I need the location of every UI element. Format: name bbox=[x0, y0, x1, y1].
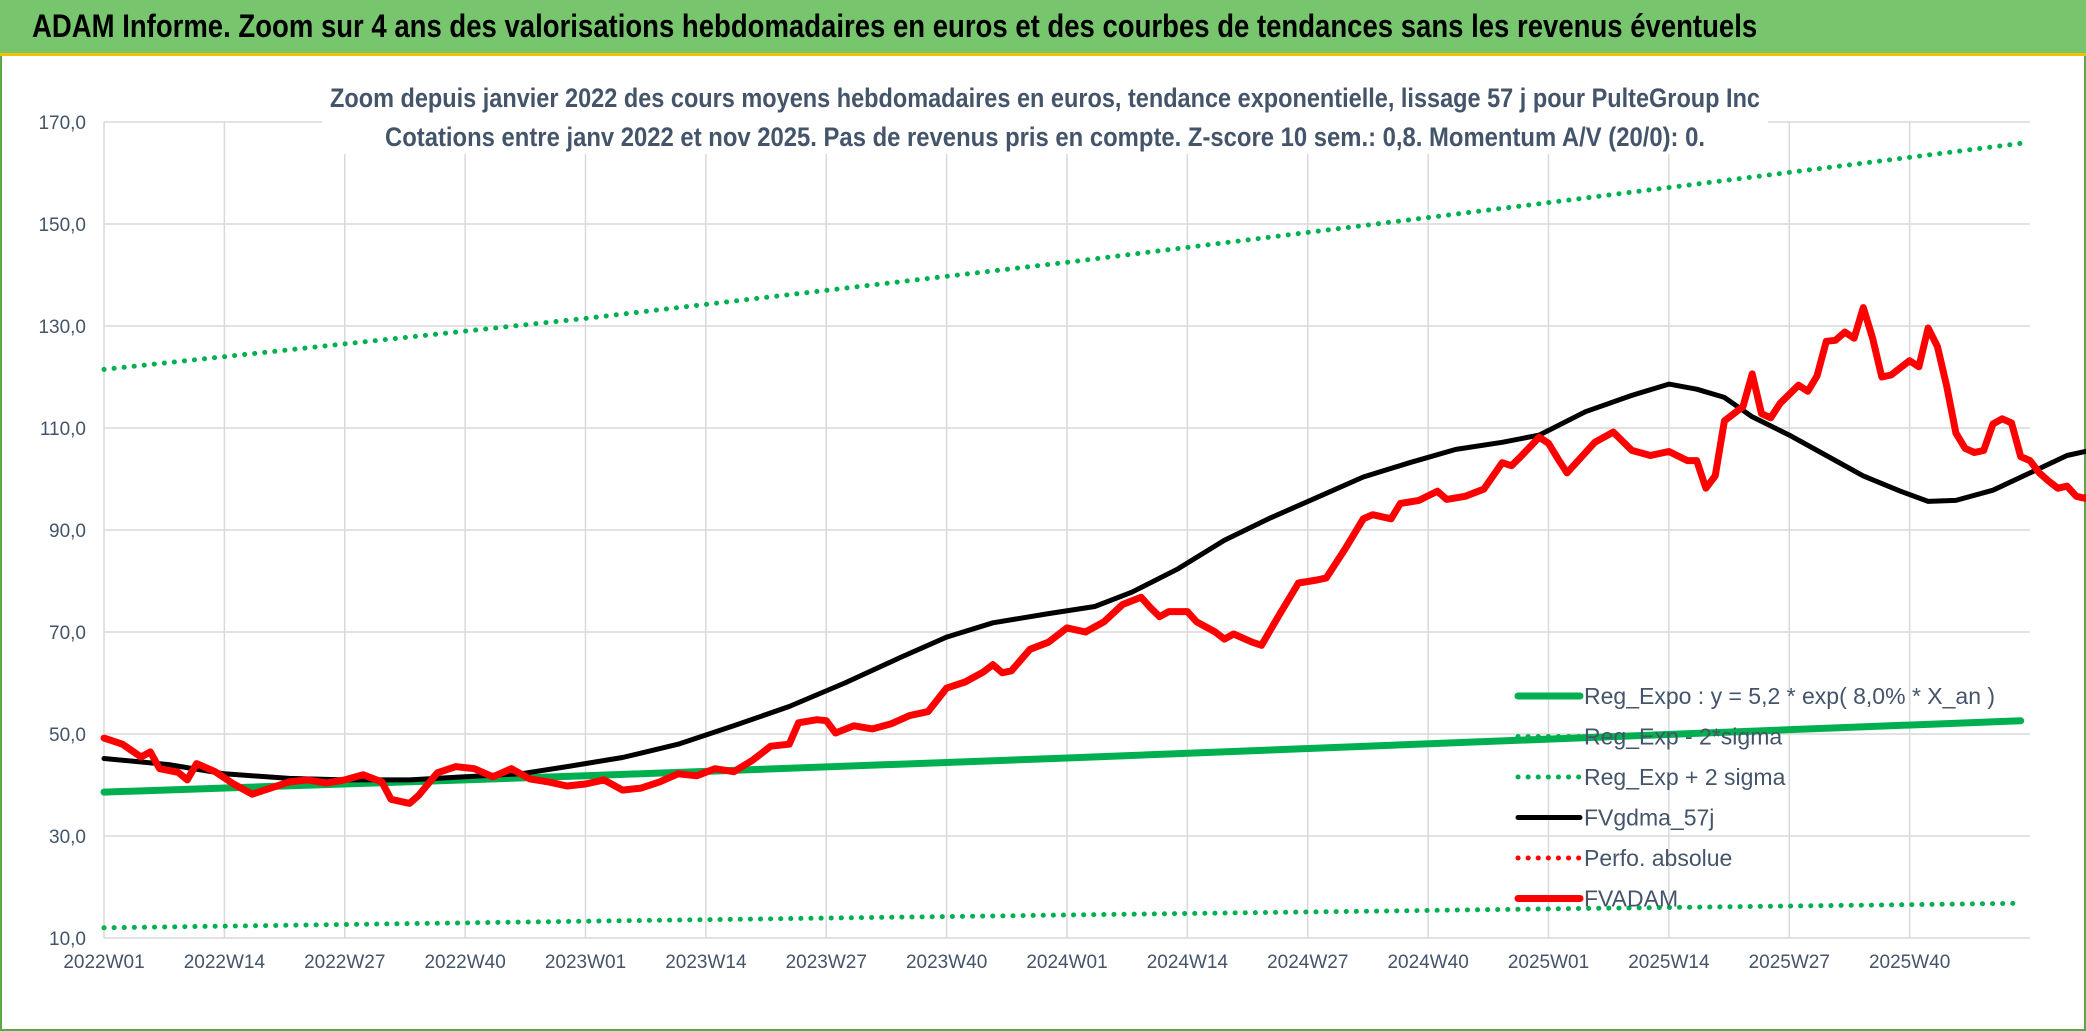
y-tick-label: 70,0 bbox=[49, 623, 86, 644]
x-tick-label: 2025W14 bbox=[1628, 952, 1710, 973]
legend-label: Reg_Exp - 2*sigma bbox=[1584, 724, 1782, 750]
y-tick-label: 90,0 bbox=[49, 521, 86, 542]
x-tick-label: 2025W01 bbox=[1508, 952, 1589, 973]
y-tick-label: 30,0 bbox=[49, 827, 86, 848]
legend-label: Reg_Exp + 2 sigma bbox=[1584, 764, 1786, 790]
legend-label: Perfo. absolue bbox=[1584, 845, 1732, 871]
series-lines bbox=[100, 140, 2086, 931]
legend-label: FVgdma_57j bbox=[1584, 805, 1714, 831]
y-tick-label: 150,0 bbox=[38, 215, 86, 236]
y-axis-ticks: 10,0 30,0 50,0 70,0 90,0 110,0 130,0 150,0 170,0 bbox=[38, 113, 86, 950]
x-tick-label: 2022W27 bbox=[304, 952, 385, 973]
x-axis-ticks: 2022W01 2022W14 2022W27 2022W40 2023W01 2023W… bbox=[63, 952, 1950, 973]
series-line-reg-exp-2-sigma bbox=[101, 900, 2024, 931]
x-tick-label: 2024W40 bbox=[1387, 952, 1468, 973]
x-tick-label: 2024W14 bbox=[1147, 952, 1229, 973]
legend: Reg_Expo : y = 5,2 * exp( 8,0% * X_an ) R… bbox=[1514, 683, 1995, 912]
series-line-fvgdma-57j bbox=[101, 381, 2086, 783]
x-tick-label: 2022W40 bbox=[424, 952, 505, 973]
x-tick-label: 2023W27 bbox=[786, 952, 867, 973]
chart-title: Zoom depuis janvier 2022 des cours moyen… bbox=[330, 83, 1760, 113]
x-tick-label: 2025W40 bbox=[1869, 952, 1950, 973]
x-tick-label: 2023W01 bbox=[545, 952, 626, 973]
legend-label: FVADAM bbox=[1584, 886, 1678, 912]
x-tick-label: 2023W40 bbox=[906, 952, 987, 973]
series-line-reg-exp-2-sigma bbox=[101, 140, 2024, 372]
x-tick-label: 2022W01 bbox=[63, 952, 144, 973]
gridlines bbox=[103, 121, 2030, 939]
series-line-fvadam bbox=[100, 304, 2086, 807]
valuation-chart: Zoom depuis janvier 2022 des cours moyen… bbox=[38, 64, 2086, 973]
x-tick-label: 2022W14 bbox=[184, 952, 266, 973]
report-banner: ADAM Informe. Zoom sur 4 ans des valoris… bbox=[0, 0, 2086, 56]
x-tick-label: 2025W27 bbox=[1749, 952, 1830, 973]
x-tick-label: 2024W01 bbox=[1026, 952, 1107, 973]
legend-label: Reg_Expo : y = 5,2 * exp( 8,0% * X_an ) bbox=[1584, 683, 1995, 709]
y-tick-label: 170,0 bbox=[38, 113, 86, 134]
chart-subtitle: Cotations entre janv 2022 et nov 2025. P… bbox=[385, 122, 1705, 152]
y-tick-label: 110,0 bbox=[40, 419, 86, 440]
report-title: ADAM Informe. Zoom sur 4 ans des valoris… bbox=[32, 8, 1758, 44]
y-tick-label: 130,0 bbox=[38, 317, 86, 338]
y-tick-label: 10,0 bbox=[49, 929, 86, 950]
y-tick-label: 50,0 bbox=[49, 725, 86, 746]
x-tick-label: 2023W14 bbox=[665, 952, 747, 973]
title-background bbox=[322, 64, 1768, 154]
x-tick-label: 2024W27 bbox=[1267, 952, 1348, 973]
